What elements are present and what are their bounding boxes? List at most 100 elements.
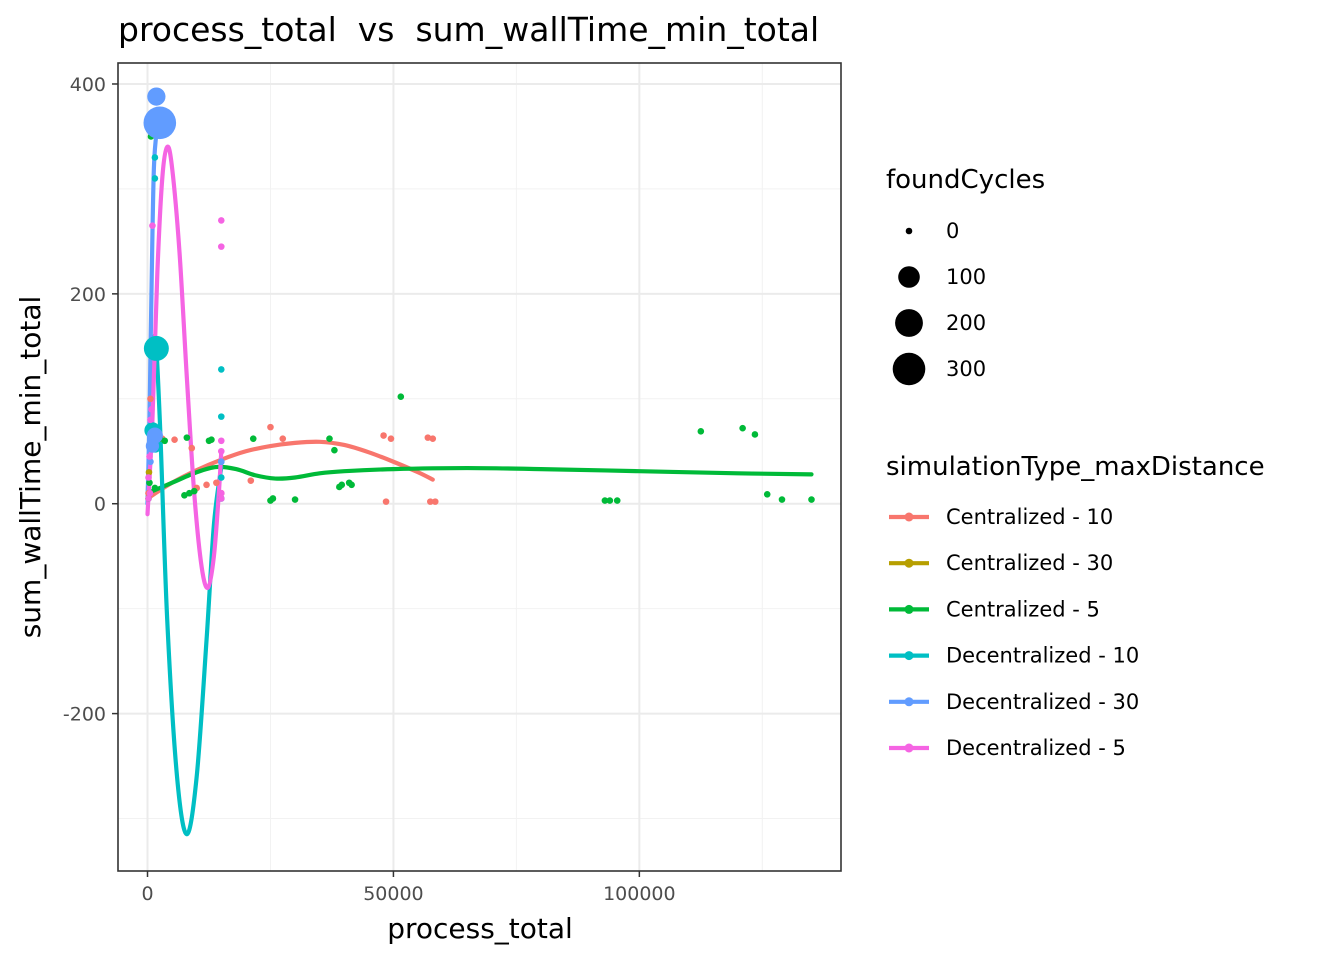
data-point <box>217 366 225 373</box>
data-points <box>143 87 815 505</box>
size-legend-key <box>895 309 923 337</box>
data-point <box>249 435 257 442</box>
color-legend: simulationType_maxDistance Centralized -… <box>886 452 1265 760</box>
data-point <box>217 413 225 420</box>
y-axis-title: sum_wallTime_min_total <box>14 296 47 639</box>
data-point <box>145 474 152 481</box>
data-point <box>213 479 220 487</box>
y-axis: -200 0 200 400 <box>63 74 118 726</box>
size-legend-label: 300 <box>946 357 986 381</box>
data-point <box>613 497 621 504</box>
data-point <box>151 484 159 492</box>
data-point <box>146 489 154 497</box>
data-point <box>217 474 225 481</box>
data-point <box>188 444 196 452</box>
size-legend-title: foundCycles <box>886 165 1045 195</box>
data-point <box>190 487 198 495</box>
color-legend-label: Centralized - 5 <box>946 597 1100 621</box>
data-point <box>606 497 614 504</box>
size-legend-key <box>898 266 920 288</box>
x-axis-title: process_total <box>387 912 573 945</box>
data-point <box>217 217 225 224</box>
data-point <box>146 479 153 487</box>
data-point <box>208 436 215 444</box>
data-point <box>427 498 434 505</box>
data-point <box>247 477 255 484</box>
y-tick-label: 200 <box>70 284 106 306</box>
data-point <box>145 468 153 476</box>
data-point <box>147 416 154 424</box>
data-point <box>291 496 299 503</box>
data-point <box>143 335 169 361</box>
size-legend-key <box>905 227 913 235</box>
data-point <box>778 496 786 503</box>
plot-border <box>117 62 842 872</box>
data-point <box>382 498 390 505</box>
data-point <box>279 435 287 442</box>
data-point <box>217 243 225 250</box>
x-tick-label: 100000 <box>603 883 676 905</box>
data-point <box>217 458 225 466</box>
y-tick-label: -200 <box>63 704 106 726</box>
data-point <box>424 434 432 441</box>
data-point <box>338 481 346 489</box>
size-legend-key <box>892 352 926 386</box>
color-legend-title: simulationType_maxDistance <box>886 452 1265 482</box>
data-point <box>217 447 225 455</box>
data-point <box>171 436 178 444</box>
data-point <box>429 435 437 442</box>
data-point <box>145 439 160 453</box>
data-point <box>601 497 609 504</box>
size-legend-label: 0 <box>946 219 959 243</box>
data-point <box>380 432 387 439</box>
grid <box>118 63 841 871</box>
data-point <box>217 489 225 497</box>
y-tick-label: 400 <box>70 74 106 96</box>
y-tick-label: 0 <box>94 494 106 516</box>
data-point <box>269 495 277 502</box>
data-point <box>331 446 338 454</box>
data-point <box>217 437 225 445</box>
x-tick-label: 50000 <box>363 883 423 905</box>
data-point <box>217 495 225 502</box>
data-point <box>149 222 156 229</box>
color-legend-label: Centralized - 10 <box>946 505 1113 529</box>
chart-title: process_total vs sum_wallTime_min_total <box>118 10 819 49</box>
trend-line <box>145 464 814 496</box>
color-legend-dot <box>904 697 914 707</box>
data-point <box>147 458 154 466</box>
data-point <box>348 481 355 489</box>
data-point <box>267 423 274 431</box>
color-legend-label: Decentralized - 5 <box>946 736 1126 760</box>
x-axis: 0 50000 100000 <box>141 871 676 905</box>
data-point <box>397 393 405 400</box>
data-point <box>751 431 759 438</box>
data-point <box>147 87 166 106</box>
data-point <box>326 435 333 442</box>
size-legend-label: 100 <box>946 265 986 289</box>
data-point <box>143 106 177 140</box>
color-legend-dot <box>904 512 914 522</box>
data-point <box>431 498 439 505</box>
data-point <box>148 405 155 413</box>
data-point <box>739 424 746 432</box>
data-point <box>151 175 159 182</box>
color-legend-dot <box>904 604 914 614</box>
color-legend-dot <box>904 651 914 661</box>
data-point <box>145 495 152 502</box>
color-legend-label: Centralized - 30 <box>946 551 1113 575</box>
color-legend-label: Decentralized - 30 <box>946 690 1139 714</box>
color-legend-dot <box>904 743 914 753</box>
color-legend-dot <box>904 558 914 568</box>
data-point <box>147 395 154 403</box>
data-point <box>161 437 169 445</box>
data-point <box>808 496 815 503</box>
size-legend-label: 200 <box>946 311 986 335</box>
color-legend-label: Decentralized - 10 <box>946 644 1139 668</box>
data-point <box>203 481 210 489</box>
data-point <box>146 453 153 460</box>
data-point <box>183 434 191 441</box>
data-point <box>151 154 159 161</box>
x-tick-label: 0 <box>141 883 153 905</box>
